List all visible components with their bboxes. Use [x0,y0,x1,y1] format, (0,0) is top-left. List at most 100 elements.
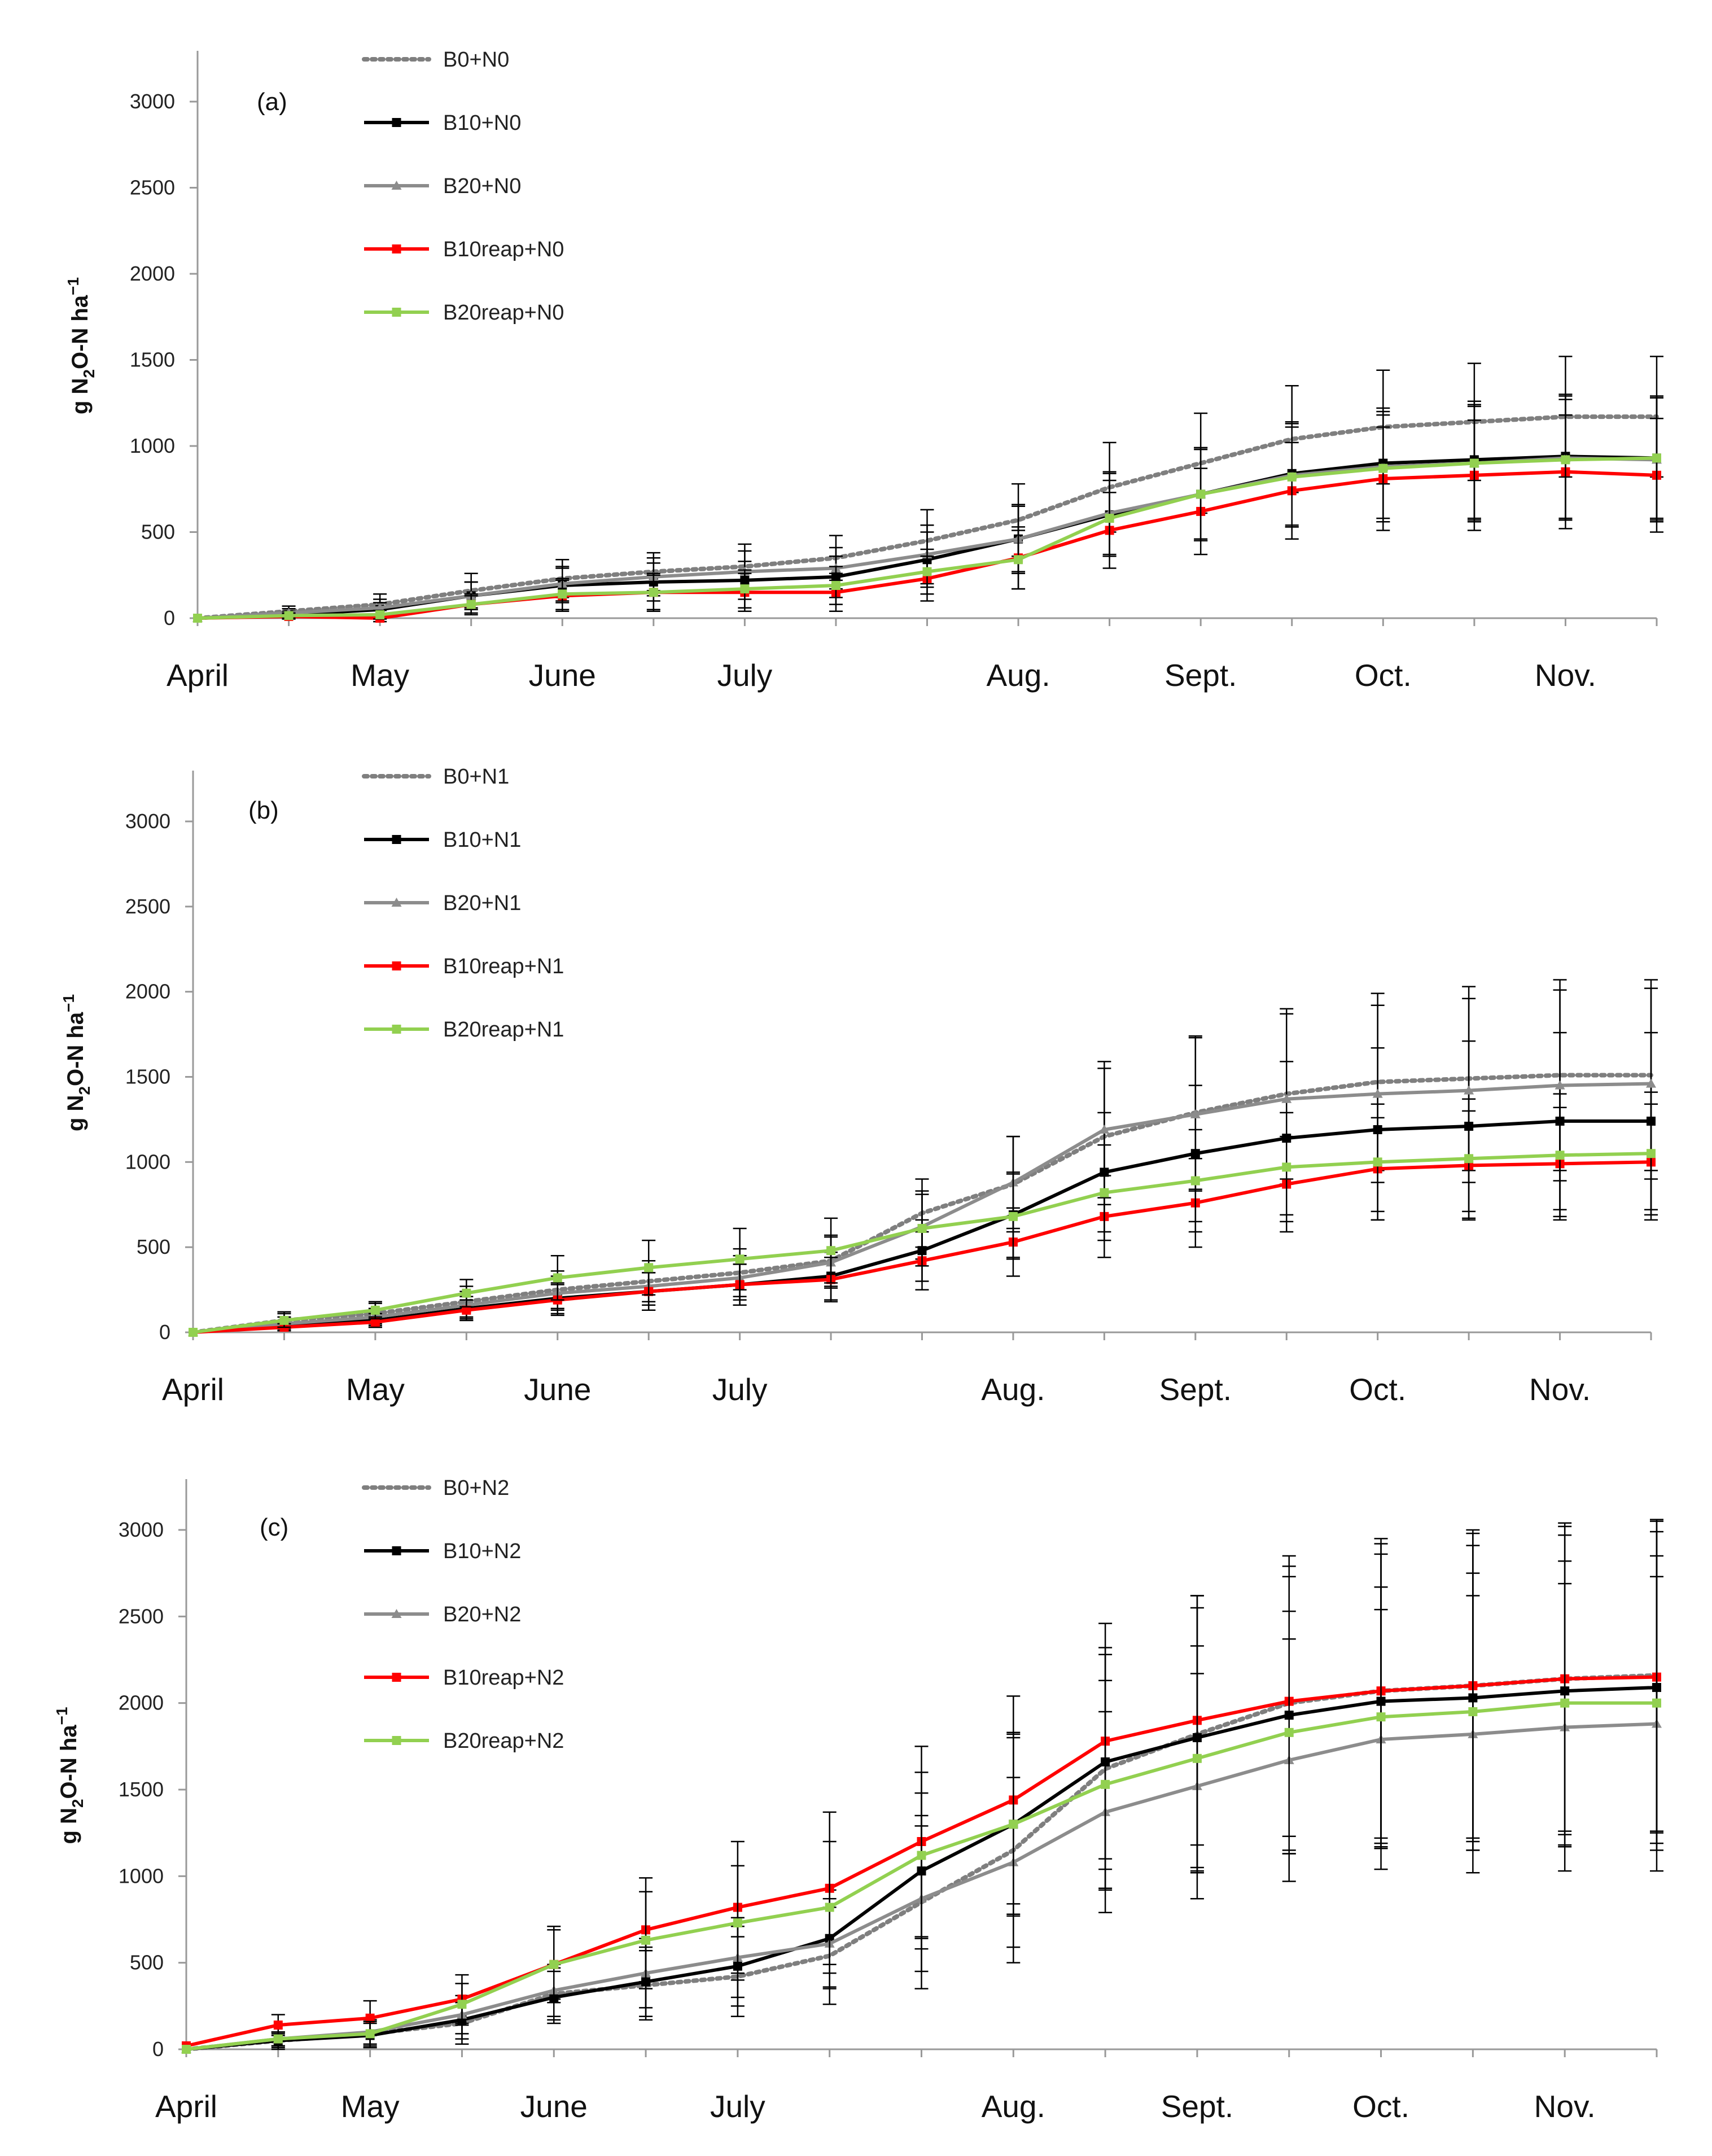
legend-label: B10+N2 [443,1540,521,1563]
data-point [1100,1188,1109,1197]
x-month-label: June [529,658,596,693]
data-point [1190,1109,1201,1118]
y-tick-label: 1500 [119,1778,164,1801]
legend-marker [392,1673,401,1682]
panel-label: (c) [260,1514,288,1541]
data-point [182,2045,191,2054]
x-month-label: Oct. [1352,2089,1409,2124]
data-point [462,1288,471,1298]
data-point [1282,1162,1291,1172]
y-axis-title: g N2O-N ha−1 [60,994,93,1131]
y-tick-label: 2000 [119,1691,164,1715]
legend-label: B0+N2 [443,1476,509,1500]
legend-label: B10reap+N2 [443,1666,564,1690]
series-B20reap+N2 [182,1555,1663,2054]
data-point [1192,1753,1202,1763]
data-point [922,567,932,576]
data-point [462,1305,471,1315]
data-point [1464,1085,1474,1095]
chart-panel-2: 0 500 1000 1500 2000 2500 3000 April May June July… [60,765,1658,1407]
data-point [733,1918,742,1928]
data-point [1009,1820,1018,1829]
data-point [825,1903,834,1912]
data-point [1284,1728,1294,1737]
x-month-label: April [155,2089,217,2124]
y-tick-label: 2000 [125,980,170,1003]
panel-label: (b) [248,797,279,824]
y-tick-label: 2500 [125,895,170,918]
data-point [641,1935,651,1945]
data-point [917,1223,927,1233]
data-point [1555,1151,1565,1160]
data-point [375,610,385,619]
chart-panel-1: 0 500 1000 1500 2000 2500 3000 April May June July… [64,48,1663,693]
data-point [1281,1094,1292,1103]
data-point [1378,463,1388,473]
legend-marker [391,898,402,907]
data-point [466,600,476,609]
data-point [1464,1154,1474,1164]
data-point [365,2029,375,2039]
y-tick-label: 0 [159,1320,170,1344]
legend-label: B0+N0 [443,48,509,72]
data-point [273,2021,283,2030]
y-tick-label: 1000 [130,434,175,457]
legend-label: B10reap+N1 [443,955,564,978]
legend-label: B20+N2 [443,1603,521,1626]
data-point [189,1328,198,1337]
x-month-label: April [162,1372,224,1407]
data-point [1561,455,1570,465]
data-point [1469,458,1479,468]
legend-marker [392,961,401,970]
y-tick-label: 2500 [119,1604,164,1628]
legend-label: B20+N1 [443,891,521,915]
legend-label: B20reap+N0 [443,301,564,325]
data-point [1373,1157,1382,1167]
data-point [370,1305,380,1315]
y-tick-label: 3000 [125,810,170,833]
legend-label: B20reap+N1 [443,1018,564,1042]
data-point [831,581,840,591]
x-month-label: July [717,658,772,693]
x-month-label: Nov. [1529,1372,1591,1407]
x-month-label: Nov. [1535,658,1596,693]
data-point [1196,489,1206,499]
data-point [1555,1080,1565,1090]
x-month-label: Oct. [1349,1372,1406,1407]
data-point [1014,555,1023,565]
series-B20reap+N1 [189,1091,1658,1337]
legend-marker [392,118,401,127]
x-month-label: Oct. [1355,658,1412,693]
y-axis-title: g N2O-N ha−1 [53,1707,86,1844]
data-point [917,1851,926,1860]
x-month-label: Sept. [1159,1372,1232,1407]
data-point [365,2013,375,2023]
data-point [1101,1779,1110,1789]
x-month-label: April [167,658,229,693]
data-point [644,1263,654,1272]
data-point [553,1273,562,1283]
data-point [370,1317,380,1327]
data-point [558,589,567,599]
data-point [549,1960,559,1969]
legend-marker [392,1736,401,1745]
x-month-label: July [712,1372,768,1407]
x-month-label: June [524,1372,591,1407]
data-point [649,588,658,597]
data-point [735,1254,745,1264]
data-point [1468,1707,1478,1716]
y-tick-label: 1500 [125,1065,170,1088]
x-month-label: July [710,2089,765,2124]
data-point [1105,514,1114,523]
data-point [193,614,202,623]
legend-label: B10+N0 [443,111,521,135]
x-month-label: Sept. [1164,658,1237,693]
y-tick-label: 2000 [130,262,175,285]
data-point [457,2000,467,2009]
x-month-label: May [351,658,409,693]
legend-marker [391,181,402,190]
data-point [1652,453,1661,463]
data-point [1099,1125,1110,1134]
data-point [1287,472,1297,482]
